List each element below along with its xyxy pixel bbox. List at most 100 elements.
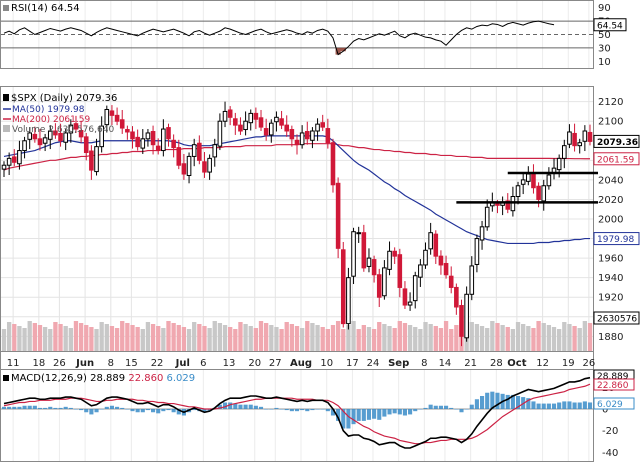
candle-body <box>315 123 320 132</box>
macd-panel <box>0 369 594 462</box>
candle-body <box>83 136 89 154</box>
macd-histogram-bar <box>449 407 454 409</box>
macd-histogram-bar <box>479 396 485 409</box>
price-value-tag-box <box>593 311 640 325</box>
macd-histogram-bar <box>58 407 63 409</box>
candle <box>387 241 392 276</box>
x-tick-label: 14 <box>439 358 452 369</box>
macd-histogram-bar <box>269 409 274 410</box>
price-y-tick-label: 2120 <box>598 97 623 108</box>
x-tick-label: 10 <box>320 358 333 369</box>
candle-body <box>402 288 408 306</box>
candle-body <box>191 144 197 157</box>
macd-histogram-bar <box>469 404 474 409</box>
volume-bar <box>197 324 202 351</box>
rsi-y-tick-label: 30 <box>598 43 611 54</box>
candle <box>104 105 110 133</box>
candle <box>407 292 413 311</box>
volume-bar <box>505 327 510 351</box>
candle <box>294 134 300 155</box>
rsi-value-tag-box <box>593 18 627 32</box>
candle-body <box>238 124 243 132</box>
x-tick-label: 17 <box>346 358 359 369</box>
macd-histogram-bar <box>377 409 382 420</box>
price-candles <box>1 101 593 347</box>
volume-bar <box>433 326 438 351</box>
candle <box>89 145 94 180</box>
candle <box>263 118 269 141</box>
volume-legend-swatch <box>3 125 10 132</box>
volume-bar <box>176 325 181 351</box>
macd-histogram-bar <box>515 396 521 409</box>
candle-body <box>58 132 63 142</box>
candle-body <box>448 275 454 288</box>
macd-legend-title: MACD(12,26,9) <box>11 373 87 384</box>
volume-bar <box>572 326 577 351</box>
volume-bar <box>274 327 279 351</box>
candle <box>299 125 305 149</box>
candle <box>572 123 577 152</box>
candle <box>145 129 151 147</box>
volume-bar <box>562 322 567 351</box>
macd-histogram-bar <box>104 406 109 409</box>
macd-histogram-bar <box>433 405 438 409</box>
macd-histogram-bar <box>48 406 53 409</box>
rsi-legend-swatch <box>3 5 9 11</box>
candle-body <box>294 139 300 146</box>
macd-y-tick-label: -20 <box>602 426 618 437</box>
candle <box>325 118 331 149</box>
volume-bar <box>27 321 32 351</box>
rsi-plot <box>1 20 593 56</box>
macd-histogram-bar <box>577 402 582 409</box>
macd-histogram-bar <box>320 409 325 410</box>
candle-body <box>459 305 464 337</box>
macd-histogram-bar <box>567 401 572 409</box>
candle <box>541 179 547 211</box>
volume-bar <box>120 321 125 351</box>
volume-bar <box>279 329 284 351</box>
price-y-tick-label: 2020 <box>598 195 623 206</box>
volume-bar <box>202 326 207 351</box>
candle-body <box>351 231 356 277</box>
macd-histogram-bar <box>17 406 22 409</box>
macd-legend-signal: 22.860 <box>128 373 163 384</box>
macd-histogram-bar <box>330 409 336 416</box>
candle-body <box>274 116 279 123</box>
volume-bar <box>243 324 248 351</box>
candle <box>289 125 295 147</box>
candle-body <box>207 157 212 173</box>
macd-histogram-bar <box>176 409 181 415</box>
volume-bar <box>587 323 593 351</box>
volume-bar <box>135 327 140 351</box>
x-tick-label: Sep <box>388 358 409 369</box>
candle-body <box>433 233 439 257</box>
macd-value-tag-box <box>593 378 635 391</box>
macd-histogram-bar <box>1 406 7 409</box>
volume-bar <box>99 322 104 351</box>
macd-histogram-bar <box>68 407 73 409</box>
macd-histogram-bar <box>253 405 258 409</box>
candle-body <box>479 226 485 241</box>
macd-histogram-bar <box>171 409 176 413</box>
support-levels <box>456 171 598 204</box>
candle <box>428 222 433 255</box>
macd-y-tick-label: 0 <box>602 405 608 416</box>
volume-bar <box>387 326 392 351</box>
candle-body <box>382 267 387 297</box>
volume-bar <box>233 329 238 351</box>
macd-y-tick-label: -40 <box>602 448 618 459</box>
candle <box>114 107 120 126</box>
volume-bar <box>325 329 331 351</box>
volume-bar <box>299 328 305 351</box>
volume-bar <box>17 326 22 351</box>
x-tick-label: 18 <box>32 358 45 369</box>
macd-histogram-bar <box>202 409 207 413</box>
volume-bar <box>495 323 500 351</box>
volume-bar <box>181 327 187 351</box>
macd-histogram-bar <box>207 409 212 412</box>
candle-body <box>526 173 531 182</box>
macd-histogram-bar <box>73 409 79 410</box>
macd-histogram-bar <box>356 409 361 421</box>
candle-body <box>181 163 187 175</box>
macd-histogram-bar <box>454 409 459 410</box>
